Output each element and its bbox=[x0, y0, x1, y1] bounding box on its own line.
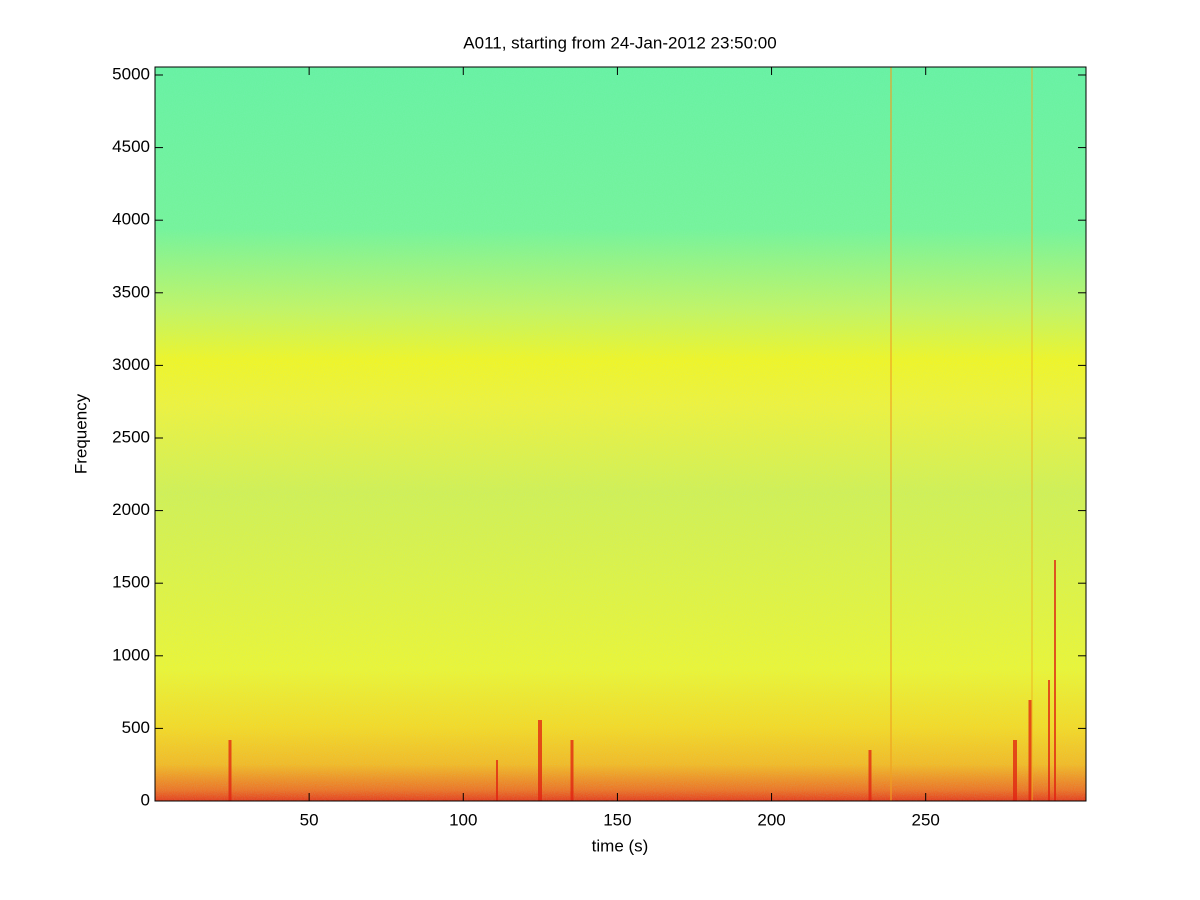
y-tick-label: 2500 bbox=[112, 427, 150, 446]
y-tick-label: 5000 bbox=[112, 64, 150, 83]
x-tick-label: 200 bbox=[757, 810, 785, 829]
y-tick-label: 3500 bbox=[112, 282, 150, 301]
y-axis-label: Frequency bbox=[71, 393, 90, 474]
y-tick-label: 4000 bbox=[112, 210, 150, 229]
x-tick-label: 150 bbox=[603, 810, 631, 829]
y-tick-label: 3000 bbox=[112, 355, 150, 374]
x-tick-label: 100 bbox=[449, 810, 477, 829]
y-tick-label: 4500 bbox=[112, 137, 150, 156]
x-tick-label: 250 bbox=[912, 810, 940, 829]
y-tick-label: 0 bbox=[141, 790, 150, 809]
y-tick-label: 1500 bbox=[112, 573, 150, 592]
x-tick-label: 50 bbox=[300, 810, 319, 829]
y-tick-label: 2000 bbox=[112, 500, 150, 519]
chart-title: A011, starting from 24-Jan-2012 23:50:00 bbox=[463, 33, 776, 52]
y-tick-label: 500 bbox=[122, 718, 150, 737]
y-tick-label: 1000 bbox=[112, 645, 150, 664]
x-axis-label: time (s) bbox=[592, 836, 649, 855]
plot-frame bbox=[154, 66, 1087, 802]
spectrogram-image bbox=[155, 67, 1086, 801]
